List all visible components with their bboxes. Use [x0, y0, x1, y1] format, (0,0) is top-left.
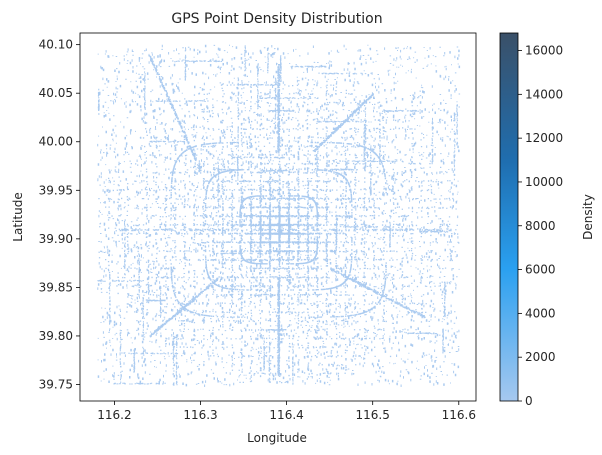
colorbar-tick-label: 6000: [525, 263, 556, 277]
x-tick-label: 116.5: [356, 408, 390, 422]
chart-title: GPS Point Density Distribution: [171, 11, 382, 27]
density-points: [97, 44, 461, 387]
y-tick-label: 39.95: [39, 183, 73, 197]
colorbar-tick-label: 10000: [525, 175, 563, 189]
y-tick-label: 40.10: [39, 38, 73, 52]
colorbar-tick-label: 2000: [525, 350, 556, 364]
y-tick-label: 39.75: [39, 377, 73, 391]
colorbar-tick-label: 16000: [525, 44, 563, 58]
x-tick-label: 116.2: [97, 408, 131, 422]
colorbar-tick-label: 0: [525, 394, 533, 408]
x-axis: 116.2 116.3 116.4 116.5 116.6: [97, 401, 476, 422]
x-tick-label: 116.3: [183, 408, 217, 422]
colorbar-tick-label: 4000: [525, 306, 556, 320]
x-axis-label: Longitude: [247, 431, 307, 445]
y-axis-label: Latitude: [11, 192, 25, 241]
density-heat-layer: [97, 44, 461, 387]
y-tick-label: 39.90: [39, 232, 73, 246]
colorbar-tick-label: 12000: [525, 131, 563, 145]
colorbar-tick-label: 14000: [525, 87, 563, 101]
y-axis: 39.75 39.80 39.85 39.90 39.95 40.00 40.05 40.10: [39, 38, 80, 391]
colorbar-axis: 0 2000 4000 6000 8000 10000 12000 14000 16000: [518, 44, 563, 408]
y-tick-label: 39.80: [39, 329, 73, 343]
plot-frame: [79, 32, 477, 402]
x-tick-label: 116.4: [269, 408, 303, 422]
colorbar-tick-label: 8000: [525, 219, 556, 233]
y-tick-label: 40.00: [39, 135, 73, 149]
colorbar: [499, 32, 519, 402]
colorbar-label: Density: [581, 194, 595, 240]
y-tick-label: 40.05: [39, 86, 73, 100]
y-tick-label: 39.85: [39, 280, 73, 294]
x-tick-label: 116.6: [442, 408, 476, 422]
